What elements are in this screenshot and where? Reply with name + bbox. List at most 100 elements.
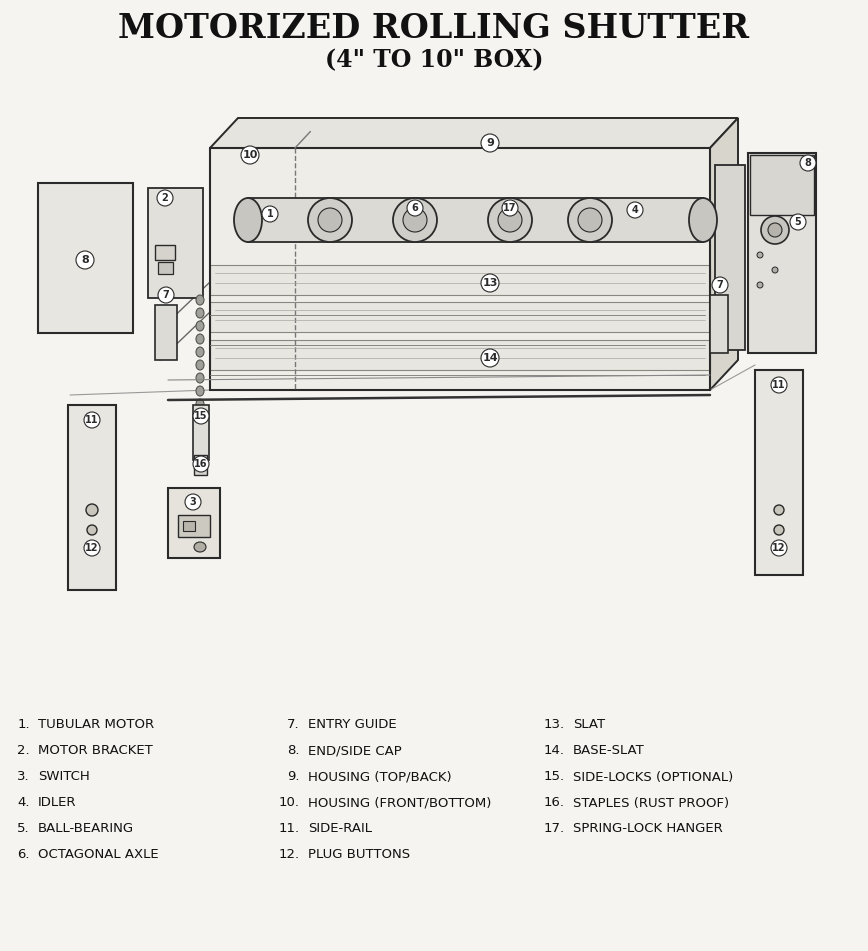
Ellipse shape — [196, 373, 204, 383]
Text: 6.: 6. — [17, 848, 30, 862]
Bar — [158, 262, 173, 274]
Circle shape — [712, 277, 728, 293]
Polygon shape — [710, 118, 738, 390]
Bar — [710, 295, 728, 353]
Text: 8: 8 — [81, 255, 89, 265]
Text: 4: 4 — [632, 205, 638, 215]
Ellipse shape — [774, 505, 784, 515]
Text: 15.: 15. — [544, 770, 565, 784]
Ellipse shape — [498, 208, 522, 232]
Text: ENTRY GUIDE: ENTRY GUIDE — [308, 719, 397, 731]
Ellipse shape — [196, 321, 204, 331]
Text: 8: 8 — [805, 158, 812, 168]
Bar — [155, 305, 177, 360]
Ellipse shape — [196, 295, 204, 305]
Text: OCTAGONAL AXLE: OCTAGONAL AXLE — [38, 848, 159, 862]
Ellipse shape — [196, 451, 204, 461]
Text: 3.: 3. — [17, 770, 30, 784]
Circle shape — [407, 200, 423, 216]
Circle shape — [800, 155, 816, 171]
Text: 17: 17 — [503, 203, 516, 213]
Bar — [68, 405, 116, 590]
Text: TUBULAR MOTOR: TUBULAR MOTOR — [38, 719, 155, 731]
Text: 11: 11 — [773, 380, 786, 390]
Circle shape — [84, 412, 100, 428]
Ellipse shape — [689, 198, 717, 242]
Circle shape — [241, 146, 259, 164]
Text: 1.: 1. — [17, 719, 30, 731]
Ellipse shape — [196, 347, 204, 357]
Text: STAPLES (RUST PROOF): STAPLES (RUST PROOF) — [573, 797, 729, 809]
Ellipse shape — [196, 334, 204, 344]
Ellipse shape — [318, 208, 342, 232]
Text: 13.: 13. — [544, 719, 565, 731]
Circle shape — [481, 274, 499, 292]
Ellipse shape — [196, 386, 204, 396]
Text: 12: 12 — [85, 543, 99, 553]
Text: 7: 7 — [717, 280, 723, 290]
Text: SPRING-LOCK HANGER: SPRING-LOCK HANGER — [573, 823, 723, 836]
Ellipse shape — [196, 438, 204, 448]
Text: 10.: 10. — [279, 797, 300, 809]
Text: 11.: 11. — [279, 823, 300, 836]
Bar — [38, 183, 133, 333]
Text: (4" TO 10" BOX): (4" TO 10" BOX) — [325, 48, 543, 72]
Ellipse shape — [488, 198, 532, 242]
Text: 12.: 12. — [279, 848, 300, 862]
Text: 16.: 16. — [544, 797, 565, 809]
Text: 10: 10 — [242, 150, 258, 160]
Text: 2: 2 — [161, 193, 168, 203]
Bar — [748, 153, 816, 353]
Circle shape — [771, 377, 787, 393]
Bar — [155, 245, 175, 260]
Bar — [193, 405, 209, 460]
Text: 2.: 2. — [17, 745, 30, 758]
Ellipse shape — [578, 208, 602, 232]
Circle shape — [481, 134, 499, 152]
Text: 8.: 8. — [287, 745, 300, 758]
Text: 7.: 7. — [287, 719, 300, 731]
Text: HOUSING (FRONT/BOTTOM): HOUSING (FRONT/BOTTOM) — [308, 797, 491, 809]
Text: HOUSING (TOP/BACK): HOUSING (TOP/BACK) — [308, 770, 451, 784]
Circle shape — [185, 494, 201, 510]
Text: MOTOR BRACKET: MOTOR BRACKET — [38, 745, 153, 758]
Ellipse shape — [757, 252, 763, 258]
Ellipse shape — [308, 198, 352, 242]
Ellipse shape — [87, 525, 97, 535]
Ellipse shape — [757, 282, 763, 288]
Text: SLAT: SLAT — [573, 719, 605, 731]
Ellipse shape — [393, 198, 437, 242]
Text: 13: 13 — [483, 278, 497, 288]
Bar — [210, 302, 710, 332]
Circle shape — [76, 251, 94, 269]
Text: 14: 14 — [483, 353, 498, 363]
Text: 12: 12 — [773, 543, 786, 553]
Ellipse shape — [761, 216, 789, 244]
Circle shape — [193, 408, 209, 424]
Bar — [210, 265, 710, 295]
Circle shape — [262, 206, 278, 222]
Text: 17.: 17. — [544, 823, 565, 836]
Polygon shape — [210, 148, 710, 390]
Circle shape — [481, 349, 499, 367]
Ellipse shape — [772, 267, 778, 273]
Text: 4.: 4. — [17, 797, 30, 809]
Bar — [248, 198, 703, 242]
Text: IDLER: IDLER — [38, 797, 76, 809]
Text: 9.: 9. — [287, 770, 300, 784]
Text: 1: 1 — [266, 209, 273, 219]
Bar — [178, 515, 210, 537]
Text: SIDE-RAIL: SIDE-RAIL — [308, 823, 372, 836]
Text: 9: 9 — [486, 138, 494, 148]
Text: PLUG BUTTONS: PLUG BUTTONS — [308, 848, 410, 862]
Text: 7: 7 — [162, 290, 169, 300]
Circle shape — [158, 287, 174, 303]
Text: BASE-SLAT: BASE-SLAT — [573, 745, 645, 758]
Bar — [210, 340, 710, 370]
Ellipse shape — [234, 198, 262, 242]
Bar — [750, 155, 814, 215]
Circle shape — [771, 540, 787, 556]
Text: 14.: 14. — [544, 745, 565, 758]
Text: 11: 11 — [85, 415, 99, 425]
Bar — [148, 188, 203, 298]
